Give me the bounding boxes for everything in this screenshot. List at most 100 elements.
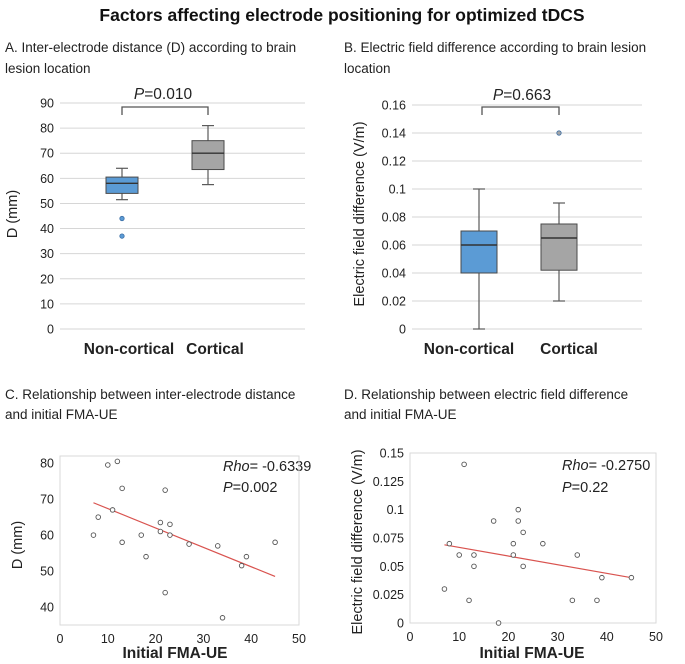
panel-c-x-tick-label: 40 (244, 632, 258, 646)
panel-d-y-tick-label: 0.15 (380, 447, 404, 461)
panel-c-data-point (119, 485, 125, 492)
panel-c-data-point (219, 615, 226, 621)
panel-a-y-tick-label: 50 (40, 197, 54, 211)
panel-b-y-tick-label: 0.04 (382, 267, 406, 281)
panel-d-data-point (594, 597, 600, 604)
panel-a: A. Inter-electrode distance (D) accordin… (5, 40, 305, 358)
panel-c-y-tick-label: 50 (40, 565, 54, 579)
panel-c-data-point (186, 541, 192, 547)
panel-d-data-point (441, 586, 448, 592)
panel-d-y-tick-label: 0.05 (380, 560, 404, 574)
panel-c-data-point (238, 562, 245, 569)
panel-a-y-tick-label: 60 (40, 172, 54, 186)
panel-c-trend-line (93, 502, 276, 578)
panel-a-p-label: P (134, 86, 145, 103)
panel-b-title-line-2: location (344, 61, 391, 76)
panel-c-data-point (167, 532, 173, 538)
panel-d-data-point (446, 540, 453, 547)
panel-b-y-tick-label: 0.02 (382, 295, 406, 309)
panel-d-data-point (471, 552, 477, 558)
panel-d-title-line-2: and initial FMA-UE (344, 407, 457, 422)
panel-b-box-cortical-iqr (540, 223, 578, 271)
panel-b-y-tick-label: 0 (399, 323, 406, 337)
panel-d-y-tick-label: 0 (397, 617, 404, 631)
panel-c-plot-frame (59, 455, 300, 626)
panel-b-y-tick-label: 0.12 (382, 155, 406, 169)
panel-c-data-point (214, 543, 221, 549)
panel-a-significance-bracket (121, 106, 209, 115)
panel-d-data-point (540, 540, 546, 547)
panel-b-y-axis-label: Electric field difference (V/m) (352, 121, 368, 306)
panel-c-p-annotation: P=0.002 (223, 480, 277, 496)
panel-c-data-point (162, 487, 168, 493)
panel-d-data-point (510, 540, 517, 547)
panel-a-p-number: =0.010 (144, 86, 192, 103)
panel-b-y-tick-label: 0.08 (382, 211, 406, 225)
panel-c-y-tick-label: 60 (40, 529, 54, 543)
panel-d-x-axis-label: Initial FMA-UE (479, 645, 584, 662)
panel-c-x-tick-label: 50 (292, 632, 306, 646)
panel-a-y-tick-label: 30 (40, 247, 54, 261)
panel-b-p-label: P (493, 87, 504, 104)
panel-c-data-point (167, 521, 173, 528)
panel-c-data-point (143, 553, 149, 560)
panel-d-data-point (628, 574, 635, 581)
panel-c-x-tick-label: 20 (149, 632, 163, 646)
panel-c-data-point (272, 539, 278, 546)
panel-d-y-tick-label: 0.075 (373, 532, 404, 546)
panel-a-y-tick-label: 90 (40, 97, 54, 111)
panel-d-data-point (471, 563, 477, 570)
panel-d-y-tick-label: 0.125 (373, 475, 404, 489)
panel-a-y-tick-label: 10 (40, 297, 54, 311)
panel-b-y-tick-label: 0.06 (382, 239, 406, 253)
panel-d-p-label: P (562, 480, 572, 496)
panel-c-y-tick-label: 70 (40, 493, 54, 507)
panel-c-y-tick-label: 40 (40, 601, 54, 615)
panel-b-p-number: =0.663 (503, 87, 551, 104)
panel-a-y-tick-label: 70 (40, 147, 54, 161)
panel-c-rho-label: Rho (223, 459, 250, 475)
panel-a-box-non-cortical-iqr (105, 176, 139, 194)
panel-c-data-point (114, 458, 121, 465)
panel-b-p-value: P=0.663 (493, 87, 551, 104)
panel-d-data-point (456, 552, 462, 558)
panel-d-data-point (510, 552, 517, 558)
panel-c-data-point (90, 532, 97, 538)
panel-d-y-tick-label: 0.025 (373, 588, 404, 602)
panel-c-data-point (138, 532, 145, 538)
panel-a-category-non-cortical: Non-cortical (84, 341, 174, 358)
panel-b: B. Electric field difference according t… (344, 40, 646, 358)
panel-a-box-non-cortical-outlier (119, 233, 125, 239)
panel-c-rho-annotation: Rho= -0.6339 (223, 459, 311, 475)
panel-b-box-non-cortical-iqr (460, 230, 498, 274)
panel-d-rho-label: Rho (562, 458, 589, 474)
panel-a-category-cortical: Cortical (186, 341, 244, 358)
panel-c-title-line-2: and initial FMA-UE (5, 407, 118, 422)
panel-d-x-tick-label: 50 (649, 630, 663, 644)
panel-a-title-line-1: A. Inter-electrode distance (D) accordin… (5, 40, 296, 55)
panel-d-x-tick-label: 40 (600, 630, 614, 644)
panel-c-x-tick-label: 0 (57, 632, 64, 646)
panel-d-data-point (461, 461, 467, 468)
panel-d-x-tick-label: 0 (407, 630, 414, 644)
panel-a-box-non-cortical-outlier (119, 215, 125, 222)
panel-c-data-point (157, 528, 164, 535)
panel-d-data-point (569, 597, 576, 604)
panel-c-rho-value: = -0.6339 (250, 459, 312, 475)
panel-a-p-value: P=0.010 (134, 86, 193, 103)
panel-d-data-point (515, 518, 521, 524)
panel-c-data-point (162, 589, 168, 596)
panel-c-y-tick-label: 80 (40, 457, 54, 471)
panel-d-y-tick-label: 0.1 (387, 503, 404, 517)
panel-d-data-point (466, 597, 472, 604)
panel-b-y-tick-label: 0.14 (382, 127, 406, 141)
panel-d-data-point (495, 620, 502, 626)
panel-b-title-line-1: B. Electric field difference according t… (344, 40, 646, 55)
panel-a-y-tick-label: 20 (40, 272, 54, 286)
panel-a-y-tick-label: 40 (40, 222, 54, 236)
panel-d-p-annotation: P=0.22 (562, 480, 608, 496)
panel-d: D. Relationship between electric field d… (344, 387, 663, 662)
panel-d-data-point (599, 574, 605, 581)
panel-b-y-tick-label: 0.16 (382, 99, 406, 113)
